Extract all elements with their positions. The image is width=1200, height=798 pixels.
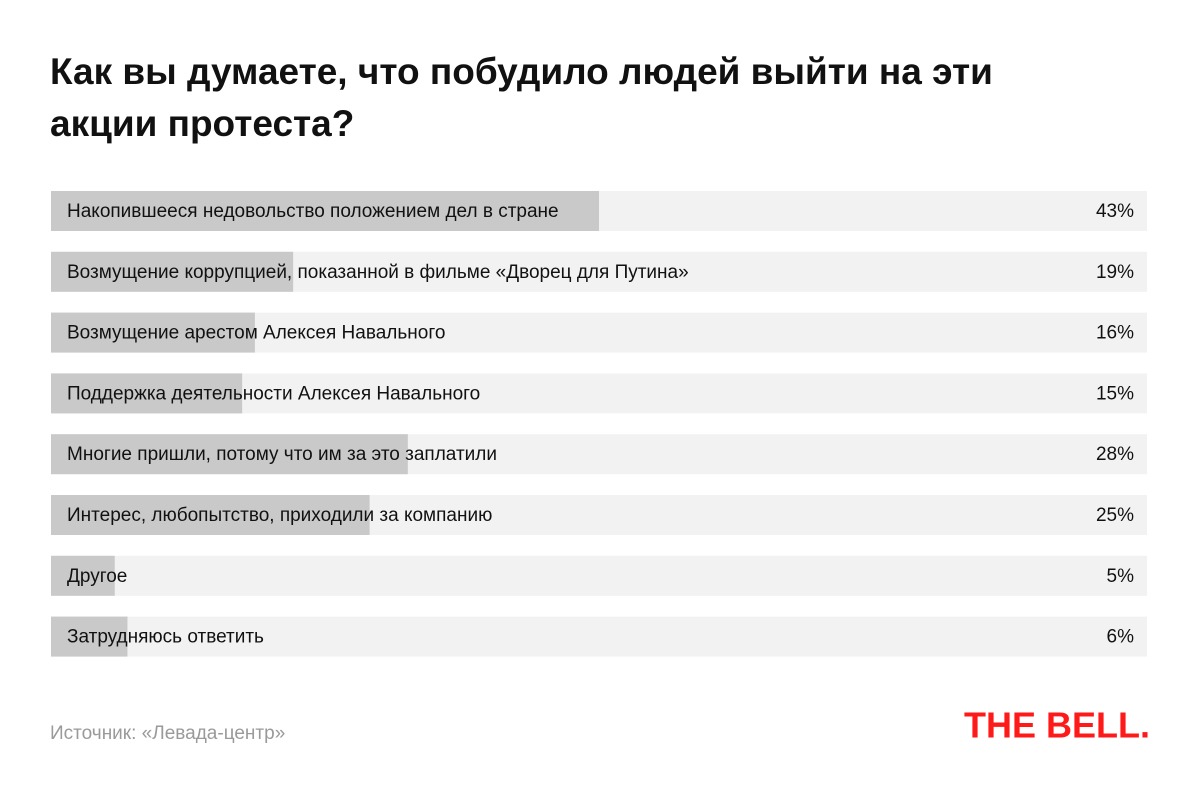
value-label: 16% [1096,323,1134,344]
category-label: Возмущение коррупцией, показанной в филь… [67,262,689,283]
bar [51,555,115,596]
category-label: Многие пришли, потому что им за это запл… [67,444,497,465]
bar-track [51,616,1147,657]
value-label: 19% [1096,262,1134,283]
bar [51,434,408,475]
bar [51,251,294,292]
value-label: 43% [1096,201,1134,222]
category-label: Накопившееся недовольство положением дел… [67,201,559,222]
bar [51,312,255,353]
category-label: Затрудняюсь ответить [67,627,264,648]
bar [51,495,370,535]
bar [51,191,599,231]
value-label: 6% [1107,627,1135,648]
bar [51,373,243,414]
chart-title: Как вы думаете, что побудило людей выйти… [50,51,993,144]
value-label: 25% [1096,505,1134,526]
value-label: 15% [1096,383,1134,404]
bar [51,616,128,657]
category-label: Другое [67,566,127,587]
value-label: 28% [1096,444,1134,465]
category-label: Интерес, любопытство, приходили за компа… [67,505,492,526]
source: Источник: «Левада-центр» [50,723,285,744]
category-label: Поддержка деятельности Алексея Навальног… [67,383,480,404]
category-label: Возмущение арестом Алексея Навального [67,323,445,344]
value-label: 5% [1107,566,1135,587]
logo: THE BELL. [964,705,1150,746]
bar-track [51,555,1147,596]
